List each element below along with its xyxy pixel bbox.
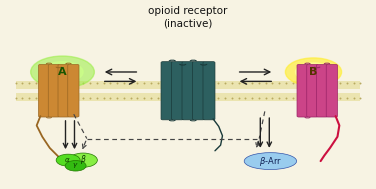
Circle shape [56, 154, 80, 166]
Circle shape [285, 58, 341, 86]
FancyBboxPatch shape [68, 64, 79, 117]
Circle shape [42, 62, 83, 82]
FancyBboxPatch shape [161, 62, 173, 120]
Text: opioid receptor
(inactive): opioid receptor (inactive) [148, 6, 228, 28]
FancyBboxPatch shape [58, 64, 69, 117]
FancyBboxPatch shape [171, 62, 183, 120]
Bar [16, 81, 360, 89]
Circle shape [65, 160, 86, 171]
Ellipse shape [244, 153, 297, 170]
Text: B: B [309, 67, 318, 77]
Text: A: A [58, 67, 67, 77]
FancyBboxPatch shape [182, 62, 194, 120]
Text: $\gamma$: $\gamma$ [73, 161, 79, 170]
FancyBboxPatch shape [48, 64, 59, 117]
FancyBboxPatch shape [193, 62, 205, 120]
Text: $\beta$: $\beta$ [80, 153, 86, 167]
Text: $\alpha$: $\alpha$ [64, 156, 70, 164]
Bar [16, 93, 360, 101]
FancyBboxPatch shape [326, 64, 338, 117]
FancyBboxPatch shape [297, 64, 308, 117]
FancyBboxPatch shape [203, 62, 215, 120]
Text: $\beta$-Arr: $\beta$-Arr [259, 155, 282, 168]
Circle shape [69, 153, 97, 167]
FancyBboxPatch shape [317, 64, 328, 117]
Circle shape [31, 56, 94, 88]
FancyBboxPatch shape [38, 64, 50, 117]
FancyBboxPatch shape [307, 64, 318, 117]
Circle shape [296, 63, 332, 81]
